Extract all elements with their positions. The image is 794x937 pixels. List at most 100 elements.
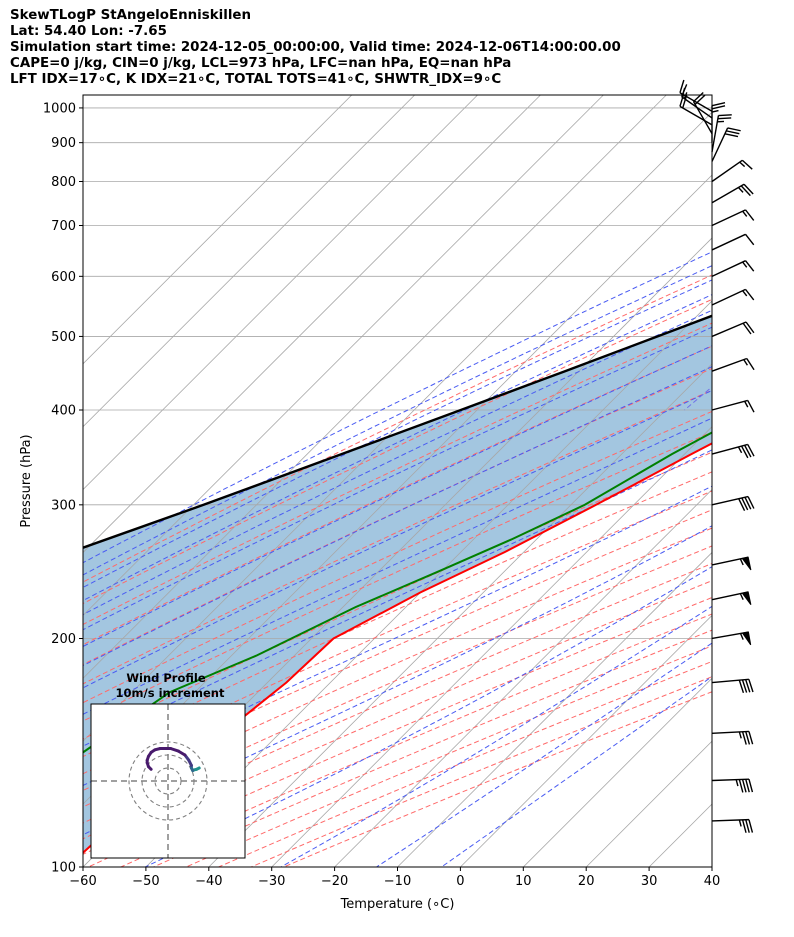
- barb-full: [738, 779, 744, 793]
- barb-full: [747, 400, 755, 413]
- barb-full: [738, 679, 745, 694]
- y-tick-label: 700: [51, 219, 76, 234]
- barb-full: [746, 358, 755, 371]
- barb-pennant: [741, 591, 752, 605]
- barb-full: [744, 233, 755, 246]
- x-tick-label: −50: [132, 874, 159, 889]
- barb-full: [724, 133, 739, 138]
- barb-half: [739, 633, 744, 640]
- temperature-line: [83, 442, 712, 855]
- dewpoint-line: [83, 431, 712, 754]
- x-tick-label: 30: [641, 874, 658, 889]
- barb-full: [744, 260, 755, 272]
- barb-full: [694, 94, 706, 105]
- barb-full: [745, 731, 751, 745]
- dry-adiabat: [83, 527, 712, 808]
- parcel-line: [83, 314, 712, 549]
- barb-half: [737, 446, 743, 454]
- x-tick-label: 20: [578, 874, 595, 889]
- barb-full: [717, 117, 732, 120]
- barb-full: [679, 93, 685, 107]
- isotherm-line: [397, 551, 712, 867]
- barb-pennant: [741, 556, 752, 571]
- mixing-ratio-line: [744, 92, 794, 410]
- barb-half: [739, 558, 744, 566]
- barb-full: [748, 779, 754, 793]
- barb-half: [742, 261, 748, 268]
- barb-half: [743, 359, 748, 366]
- wind-barb: [711, 443, 755, 459]
- barb-full: [741, 679, 748, 693]
- barb-full: [747, 496, 755, 509]
- wind-barb: [711, 159, 753, 183]
- indices-text-2: LFT IDX=17∘C, K IDX=21∘C, TOTAL TOTS=41∘…: [10, 72, 502, 87]
- barb-full: [745, 779, 750, 793]
- dry-adiabat: [83, 298, 712, 605]
- hodograph-title: Wind Profile: [126, 671, 206, 685]
- dry-adiabat: [83, 410, 712, 704]
- barb-staff: [679, 105, 713, 126]
- y-tick-label: 200: [51, 632, 76, 647]
- isotherm-line: [711, 866, 712, 867]
- moist-adiabat: [83, 389, 712, 689]
- barb-half: [737, 186, 744, 193]
- barb-full: [745, 819, 750, 833]
- wind-barb: [711, 399, 755, 413]
- isotherm-line: [83, 95, 415, 428]
- hodograph-subtitle: 10m/s increment: [116, 686, 225, 700]
- hodograph-plot: [91, 704, 245, 858]
- moist-adiabat: [83, 326, 712, 631]
- dry-adiabat: [83, 322, 712, 625]
- y-tick-label: 400: [51, 403, 76, 418]
- barb-staff: [692, 101, 713, 134]
- barb-staff: [711, 443, 748, 455]
- moist-adiabat: [83, 309, 712, 616]
- barb-full: [745, 321, 755, 334]
- barb-full: [741, 159, 753, 170]
- barb-full: [744, 444, 752, 458]
- barb-full: [679, 79, 685, 93]
- barb-full: [744, 288, 755, 301]
- x-tick-label: −30: [258, 874, 285, 889]
- barb-staff: [711, 288, 746, 306]
- wind-barb: [711, 233, 755, 251]
- barb-full: [744, 209, 755, 221]
- isotherm-line: [145, 300, 712, 867]
- barb-half: [738, 819, 742, 827]
- wind-barb: [711, 260, 755, 277]
- barb-full: [748, 731, 754, 745]
- barb-full: [748, 679, 754, 693]
- x-tick-label: −10: [384, 874, 411, 889]
- barb-half: [711, 109, 719, 113]
- barb-staff: [711, 209, 746, 227]
- barb-full: [741, 779, 747, 793]
- wind-barb: [711, 127, 741, 162]
- dry-adiabat: [83, 490, 712, 775]
- isotherm-line: [83, 95, 478, 491]
- barb-full: [711, 105, 726, 110]
- time-text: Simulation start time: 2024-12-05_00:00:…: [10, 40, 621, 55]
- location-text: Lat: 54.40 Lon: -7.65: [10, 24, 167, 39]
- isotherm-line: [208, 363, 712, 867]
- barb-staff: [711, 399, 748, 411]
- barb-half: [742, 210, 748, 217]
- barb-staff: [711, 357, 748, 372]
- wind-barb: [711, 556, 752, 571]
- wind-barb: [711, 678, 754, 694]
- wind-barb: [692, 91, 713, 134]
- moist-adiabat: [83, 265, 712, 576]
- y-tick-label: 900: [51, 136, 76, 151]
- isotherm-line: [271, 426, 712, 867]
- barb-staff: [711, 159, 743, 183]
- barb-full: [741, 731, 747, 745]
- y-tick-label: 800: [51, 175, 76, 190]
- barb-half: [744, 400, 749, 408]
- wind-barb: [711, 730, 754, 745]
- wind-barb: [711, 183, 754, 204]
- barb-full: [738, 498, 746, 511]
- barb-half: [739, 593, 744, 600]
- barb-full: [727, 127, 741, 132]
- x-tick-label: −60: [69, 874, 96, 889]
- barb-full: [681, 84, 688, 98]
